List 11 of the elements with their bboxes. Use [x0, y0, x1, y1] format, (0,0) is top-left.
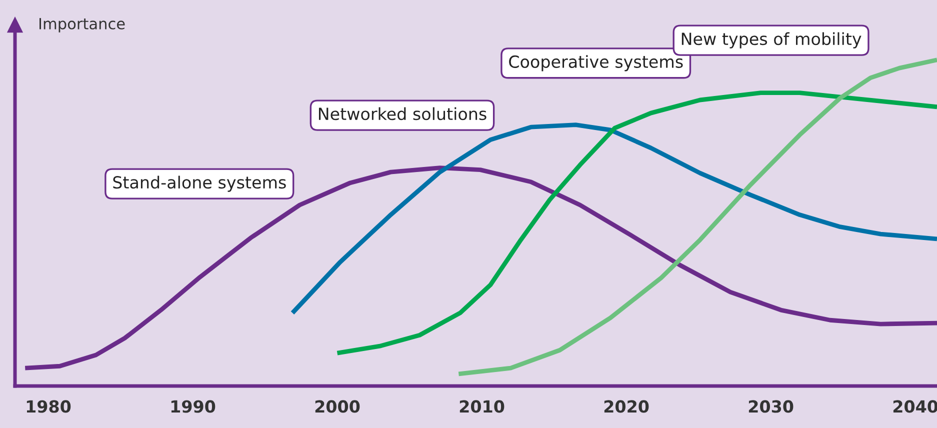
- x-tick-label: 1990: [171, 400, 216, 413]
- series-label: Cooperative systems: [509, 55, 683, 72]
- series-label: Networked solutions: [318, 107, 486, 120]
- x-tick-label: 2020: [604, 400, 649, 413]
- y-axis-title: Importance: [40, 18, 125, 32]
- x-tick-label: 2000: [315, 400, 360, 413]
- series-label: Stand-alone systems: [113, 176, 286, 192]
- x-tick-label: 2010: [460, 400, 504, 413]
- x-tick-label: 2030: [748, 400, 794, 413]
- x-tick-label: 1980: [26, 400, 71, 413]
- series-label: New types of mobility: [682, 32, 862, 48]
